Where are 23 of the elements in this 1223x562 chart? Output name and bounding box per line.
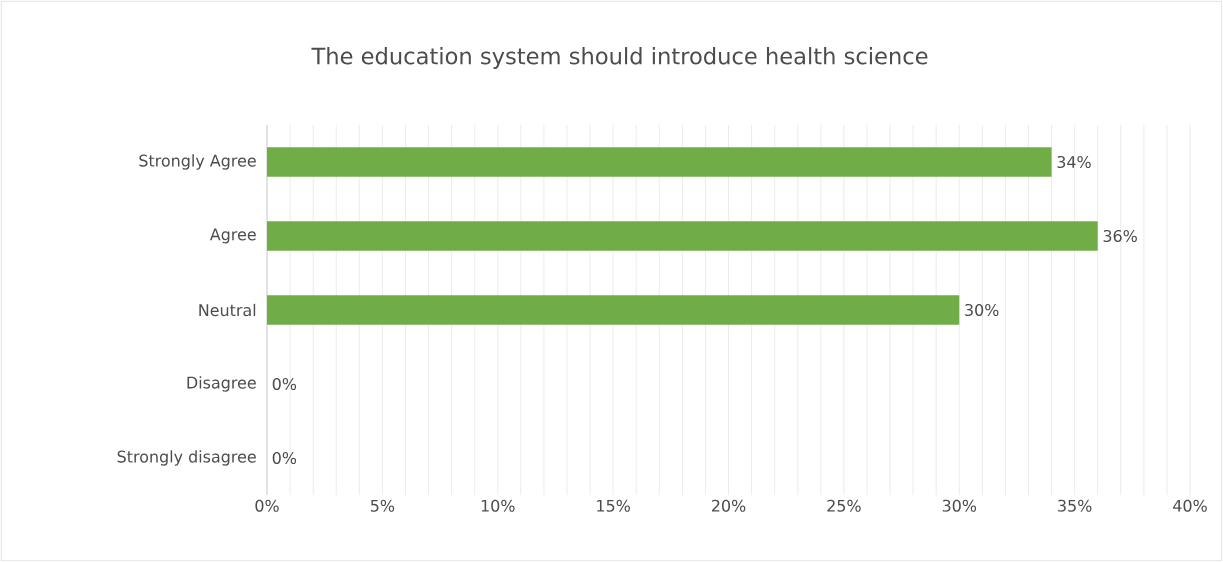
y-tick-label: Agree: [209, 228, 256, 244]
x-tick-label: 20%: [711, 499, 746, 512]
data-label: 34%: [1057, 155, 1091, 169]
y-tick-label: Disagree: [187, 376, 256, 392]
x-tick-label: 0%: [255, 499, 279, 512]
bar: [267, 147, 1052, 177]
data-label: 30%: [965, 303, 999, 317]
y-tick-label: Strongly disagree: [117, 450, 256, 466]
data-label: 0%: [272, 377, 297, 391]
data-label: 0%: [272, 451, 297, 465]
chart-title: The education system should introduce health science: [311, 47, 928, 69]
x-tick-label: 35%: [1058, 499, 1092, 512]
x-tick-label: 40%: [1173, 499, 1207, 512]
y-tick-label: Strongly Agree: [139, 154, 256, 170]
bar: [267, 221, 1098, 251]
y-tick-label: Neutral: [199, 303, 256, 317]
x-tick-label: 15%: [597, 499, 630, 512]
bar: [267, 295, 960, 325]
x-tick-label: 10%: [481, 499, 515, 512]
x-tick-label: 30%: [942, 499, 977, 512]
x-tick-label: 25%: [827, 499, 861, 512]
x-tick-label: 5%: [370, 499, 395, 512]
data-label: 36%: [1103, 229, 1137, 243]
